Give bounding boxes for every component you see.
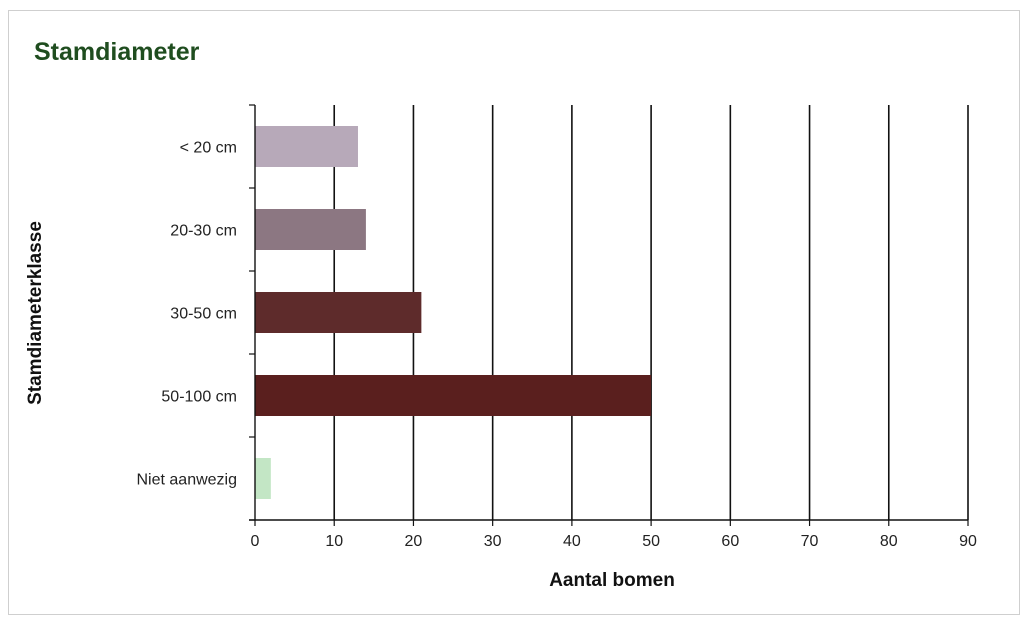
x-tick-label-50: 50 [642, 533, 660, 550]
category-label-2: 30-50 cm [170, 306, 237, 323]
bar-3 [255, 375, 652, 416]
x-tick-label-10: 10 [325, 533, 343, 550]
x-tick-label-40: 40 [563, 533, 581, 550]
x-tick-label-60: 60 [721, 533, 739, 550]
x-tick-label-20: 20 [405, 533, 423, 550]
bar-1 [255, 209, 366, 250]
bar-2 [255, 292, 422, 333]
bar-4 [255, 458, 271, 499]
category-label-0: < 20 cm [180, 140, 237, 157]
x-tick-label-30: 30 [484, 533, 502, 550]
chart-title: Stamdiameter [34, 38, 200, 66]
x-tick-label-80: 80 [880, 533, 898, 550]
category-label-1: 20-30 cm [170, 223, 237, 240]
chart-frame [8, 10, 1020, 615]
x-tick-label-90: 90 [959, 533, 977, 550]
x-tick-label-0: 0 [251, 533, 260, 550]
category-label-4: Niet aanwezig [137, 472, 238, 489]
x-tick-label-70: 70 [801, 533, 819, 550]
y-axis-label: Stamdiameterklasse [25, 221, 46, 405]
bar-0 [255, 126, 358, 167]
category-label-3: 50-100 cm [161, 389, 237, 406]
x-axis-label: Aantal bomen [549, 570, 675, 591]
